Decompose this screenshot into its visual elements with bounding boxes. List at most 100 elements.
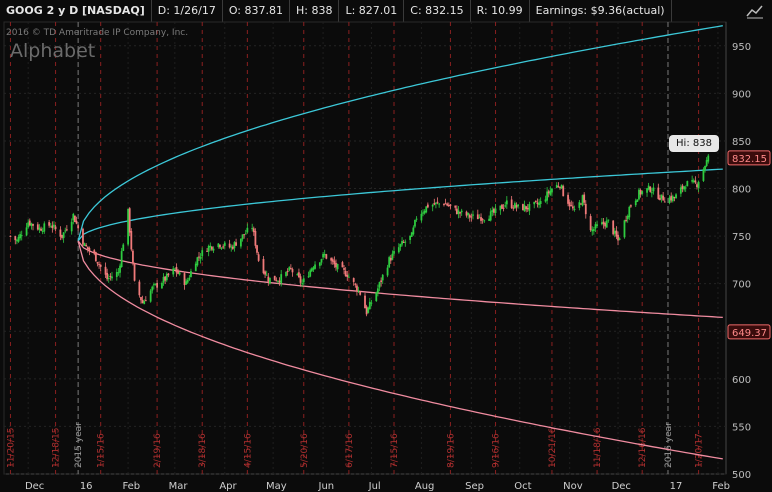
candle-body bbox=[472, 214, 474, 216]
candle-body bbox=[528, 204, 531, 211]
candle-body bbox=[607, 219, 610, 221]
candle-body bbox=[636, 199, 639, 202]
candle-body bbox=[615, 230, 618, 237]
candle-body bbox=[359, 291, 362, 295]
candle-body bbox=[43, 223, 46, 232]
candle-body bbox=[15, 240, 18, 242]
candle-body bbox=[381, 274, 384, 281]
candle-body bbox=[707, 155, 710, 162]
candle-body bbox=[154, 283, 157, 285]
candle-body bbox=[65, 229, 68, 231]
candle-body bbox=[352, 278, 355, 282]
candle-body bbox=[330, 258, 333, 261]
candle-body bbox=[510, 199, 513, 208]
candle-body bbox=[127, 208, 129, 245]
candle-body bbox=[233, 242, 236, 249]
candle-body bbox=[647, 185, 650, 190]
candle-body bbox=[49, 226, 52, 228]
candle-body bbox=[449, 204, 452, 206]
candle-body bbox=[547, 191, 550, 194]
copyright-watermark: 2016 © TD Ameritrade IP Company, Inc. bbox=[6, 28, 189, 38]
candle-body bbox=[415, 218, 418, 220]
candle-body bbox=[277, 280, 279, 282]
candle-body bbox=[414, 219, 416, 227]
event-label: 9/16/16 bbox=[492, 433, 502, 468]
candle-body bbox=[209, 245, 212, 248]
candle-body bbox=[555, 184, 558, 188]
x-tick-label: Dec bbox=[612, 481, 631, 492]
candle-body bbox=[83, 243, 86, 246]
candle-body bbox=[422, 212, 424, 214]
candle-body bbox=[375, 292, 378, 302]
candle-body bbox=[705, 160, 708, 167]
candle-body bbox=[40, 228, 42, 231]
candle-body bbox=[533, 201, 536, 205]
candle-body bbox=[109, 276, 112, 278]
candle-body bbox=[602, 221, 605, 225]
candle-body bbox=[267, 276, 270, 282]
candle-body bbox=[173, 268, 176, 270]
candle-body bbox=[275, 280, 278, 282]
candle-body bbox=[115, 272, 118, 277]
candle-body bbox=[436, 201, 439, 203]
candle-body bbox=[589, 216, 592, 231]
hi-label-bubble: Hi: 838 bbox=[669, 135, 719, 152]
candle-body bbox=[244, 233, 247, 235]
candle-body bbox=[536, 202, 539, 205]
candle-body bbox=[161, 283, 163, 289]
candle-body bbox=[697, 181, 700, 188]
candle-body bbox=[488, 218, 490, 221]
candle-body bbox=[17, 236, 20, 242]
candle-body bbox=[663, 201, 666, 203]
x-tick-label: Feb bbox=[122, 481, 140, 492]
candle-body bbox=[9, 235, 12, 237]
candle-body bbox=[604, 223, 607, 227]
x-tick-label: 17 bbox=[670, 481, 683, 492]
candle-body bbox=[670, 195, 673, 201]
candle-body bbox=[646, 188, 648, 193]
candle-body bbox=[402, 241, 405, 243]
x-tick-label: Nov bbox=[563, 481, 583, 492]
candle-body bbox=[480, 217, 482, 221]
chart-style-icon[interactable] bbox=[746, 3, 764, 19]
candle-body bbox=[386, 267, 389, 276]
candle-body bbox=[628, 206, 631, 218]
candle-body bbox=[178, 272, 181, 275]
candle-body bbox=[659, 197, 661, 200]
candle-body bbox=[505, 200, 508, 205]
candle-body bbox=[175, 266, 178, 273]
candle-body bbox=[668, 197, 671, 203]
candle-body bbox=[14, 236, 17, 241]
candle-body bbox=[70, 221, 73, 232]
candle-body bbox=[298, 272, 300, 278]
range-value: R: 10.99 bbox=[471, 0, 530, 22]
candle-body bbox=[346, 274, 349, 278]
candle-body bbox=[523, 205, 526, 212]
candle-body bbox=[188, 277, 191, 280]
candle-body bbox=[612, 220, 615, 235]
candle-body bbox=[183, 273, 186, 286]
candle-body bbox=[483, 220, 486, 222]
candle-body bbox=[141, 299, 144, 304]
candle-body bbox=[264, 271, 266, 275]
candle-body bbox=[539, 201, 542, 204]
x-tick-label: Aug bbox=[415, 481, 435, 492]
candle-body bbox=[98, 263, 100, 265]
event-label: 5/20/16 bbox=[300, 433, 310, 468]
candle-body bbox=[465, 211, 468, 216]
candle-body bbox=[269, 277, 271, 284]
candle-body bbox=[54, 226, 57, 230]
candle-body bbox=[132, 250, 134, 264]
candle-body bbox=[613, 230, 616, 234]
candle-body bbox=[30, 223, 33, 226]
candle-body bbox=[223, 242, 226, 246]
candle-body bbox=[470, 216, 473, 218]
y-tick-label: 600 bbox=[732, 375, 751, 386]
candle-body bbox=[74, 215, 76, 223]
candle-body bbox=[650, 192, 653, 194]
symbol-label[interactable]: GOOG 2 y D [NASDAQ] bbox=[0, 0, 152, 22]
candle-body bbox=[662, 195, 665, 201]
candle-body bbox=[119, 265, 121, 273]
candle-body bbox=[25, 227, 28, 236]
